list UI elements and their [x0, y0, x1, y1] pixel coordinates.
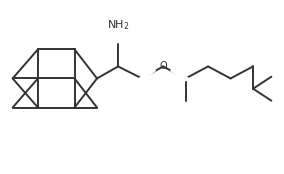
Text: NH$_2$: NH$_2$: [107, 18, 130, 32]
Text: O: O: [159, 61, 167, 72]
